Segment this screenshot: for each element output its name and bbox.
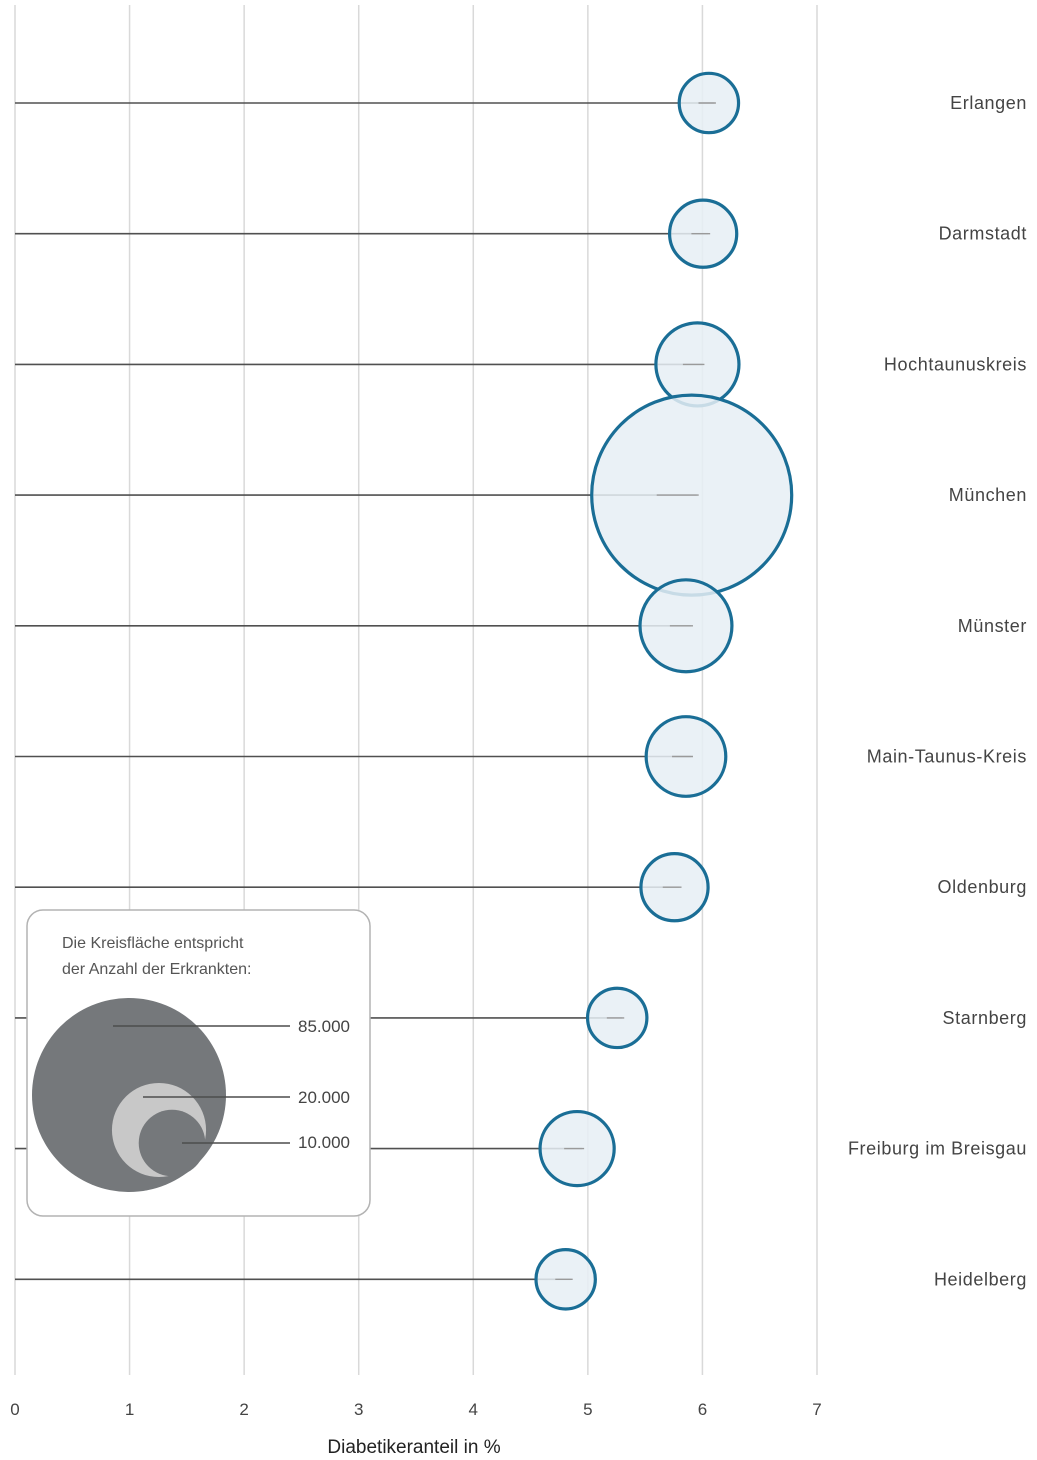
category-labels: Erlangen Darmstadt Hochtaunuskreis München M… xyxy=(848,93,1027,1289)
legend-value-label: 20.000 xyxy=(298,1088,350,1107)
category-label: Heidelberg xyxy=(934,1269,1027,1289)
x-tick-label: 5 xyxy=(583,1400,592,1419)
category-label: Freiburg im Breisgau xyxy=(848,1139,1027,1159)
category-label: Erlangen xyxy=(950,93,1027,113)
x-tick-label: 1 xyxy=(125,1400,134,1419)
bubbles xyxy=(534,71,794,1311)
x-tick-label: 3 xyxy=(354,1400,363,1419)
category-label: Starnberg xyxy=(943,1008,1027,1028)
x-tick-label: 2 xyxy=(239,1400,248,1419)
x-tick-label: 0 xyxy=(10,1400,19,1419)
legend-title-line2: der Anzahl der Erkrankten: xyxy=(62,961,251,978)
x-tick-labels: 0 1 2 3 4 5 6 7 xyxy=(10,1400,821,1419)
category-label: München xyxy=(949,485,1027,505)
x-tick-label: 4 xyxy=(469,1400,478,1419)
category-label: Hochtaunuskreis xyxy=(884,354,1027,374)
legend-leader-lines xyxy=(113,1025,290,1144)
category-label: Main-Taunus-Kreis xyxy=(867,747,1027,767)
category-label: Münster xyxy=(958,616,1027,636)
x-tick-label: 6 xyxy=(698,1400,707,1419)
legend-title-line1: Die Kreisfläche entspricht xyxy=(62,935,244,952)
legend-circle xyxy=(138,1109,206,1177)
category-label: Darmstadt xyxy=(939,224,1027,244)
size-legend: Die Kreisfläche entspricht der Anzahl de… xyxy=(26,909,371,1217)
legend-value-label: 10.000 xyxy=(298,1133,350,1152)
x-tick-label: 7 xyxy=(812,1400,821,1419)
legend-circles xyxy=(32,998,226,1192)
legend-value-labels: 85.000 20.000 10.000 xyxy=(298,1017,350,1152)
category-label: Oldenburg xyxy=(938,877,1027,897)
x-axis-title: Diabetikeranteil in % xyxy=(327,1437,500,1458)
legend-value-label: 85.000 xyxy=(298,1017,350,1036)
